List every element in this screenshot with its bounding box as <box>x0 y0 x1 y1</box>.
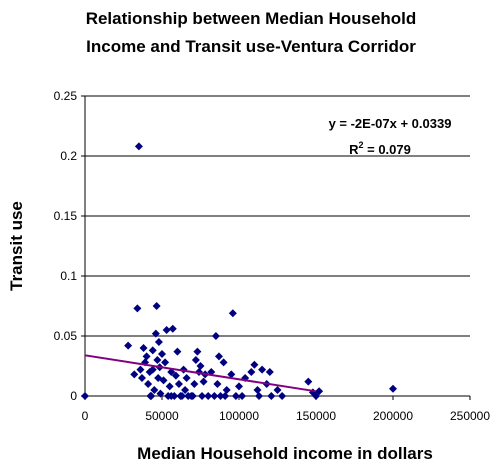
data-point-37 <box>182 374 191 382</box>
data-point-2 <box>130 370 139 379</box>
r-squared-value: = 0.079 <box>364 142 411 157</box>
data-point-21 <box>156 389 165 398</box>
data-point-0 <box>81 392 89 400</box>
data-point-42 <box>193 347 202 356</box>
chart-title-line-1: Relationship between Median Household <box>86 9 417 28</box>
data-point-77 <box>315 387 324 396</box>
data-points <box>81 142 397 400</box>
data-point-48 <box>204 392 213 400</box>
data-point-79 <box>146 392 155 400</box>
y-axis-title: Transit use <box>7 201 26 291</box>
data-point-78 <box>389 384 397 393</box>
data-point-56 <box>221 392 230 400</box>
x-tick-label-5: 250000 <box>450 409 490 423</box>
data-point-61 <box>235 382 243 391</box>
data-point-60 <box>231 392 240 400</box>
data-point-22 <box>158 350 166 358</box>
data-point-33 <box>174 380 183 388</box>
data-point-4 <box>134 142 143 151</box>
data-point-23 <box>159 376 168 385</box>
y-tick-label-4: 0.2 <box>60 149 77 163</box>
data-point-31 <box>171 371 180 380</box>
data-point-14 <box>150 386 159 394</box>
chart-title-line-2: Income and Transit use-Ventura Corridor <box>86 37 416 56</box>
data-point-72 <box>273 386 282 394</box>
data-point-55 <box>219 358 228 367</box>
data-point-27 <box>165 382 174 391</box>
plot-area <box>85 96 470 396</box>
y-tick-label-0: 0 <box>70 389 77 403</box>
data-point-29 <box>168 324 177 333</box>
data-point-50 <box>210 392 219 400</box>
data-point-74 <box>304 377 313 386</box>
data-point-66 <box>253 386 262 394</box>
data-point-65 <box>250 360 259 369</box>
y-tick-labels: 0 0.05 0.1 0.15 0.2 0.25 <box>54 89 78 403</box>
data-point-58 <box>227 370 236 379</box>
r-squared-exponent: 2 <box>359 140 364 150</box>
data-point-3 <box>133 304 142 313</box>
data-point-71 <box>267 392 276 400</box>
data-point-59 <box>228 309 237 318</box>
data-point-41 <box>191 356 200 364</box>
trendline-group <box>84 354 317 393</box>
data-point-81 <box>178 392 187 400</box>
data-point-67 <box>255 392 264 400</box>
x-tick-label-2: 100000 <box>219 409 259 423</box>
data-point-5 <box>136 365 145 374</box>
data-point-57 <box>222 386 231 394</box>
data-point-83 <box>148 365 157 374</box>
trendline <box>84 354 317 393</box>
data-point-17 <box>153 356 162 364</box>
data-point-70 <box>265 368 274 376</box>
data-point-7 <box>139 344 148 352</box>
x-axis-title: Median Household income in dollars <box>137 444 433 463</box>
trendline-equation: y = -2E-07x + 0.0339 <box>329 116 452 131</box>
grid-lines <box>81 95 471 400</box>
data-point-36 <box>181 386 190 394</box>
data-point-82 <box>188 392 197 400</box>
r-squared-prefix: R <box>349 142 359 157</box>
data-point-64 <box>247 368 256 376</box>
data-point-16 <box>152 302 161 310</box>
data-point-1 <box>124 341 133 350</box>
data-point-32 <box>173 347 182 356</box>
data-point-9 <box>142 352 151 361</box>
data-point-13 <box>148 346 157 355</box>
data-point-80 <box>167 392 176 400</box>
data-point-46 <box>199 377 208 386</box>
data-point-73 <box>278 392 287 400</box>
data-point-24 <box>161 358 170 367</box>
x-tick-label-4: 200000 <box>373 409 413 423</box>
data-point-52 <box>213 380 222 388</box>
r-squared-label: R2 = 0.079 <box>349 140 411 157</box>
x-tick-label-3: 150000 <box>296 409 336 423</box>
x-tick-labels: 0 50000 100000 150000 200000 250000 <box>82 409 491 423</box>
data-point-54 <box>216 392 225 400</box>
data-point-51 <box>211 332 220 340</box>
x-tick-label-1: 50000 <box>145 409 179 423</box>
data-point-40 <box>190 380 199 388</box>
data-point-15 <box>151 329 160 338</box>
data-point-6 <box>137 374 146 382</box>
y-tick-label-1: 0.05 <box>54 329 78 343</box>
data-point-45 <box>198 392 207 400</box>
y-tick-label-5: 0.25 <box>54 89 78 103</box>
y-tick-label-3: 0.15 <box>54 209 78 223</box>
data-point-68 <box>258 365 267 374</box>
data-point-53 <box>214 352 223 361</box>
data-point-25 <box>162 326 171 334</box>
data-point-62 <box>238 392 247 400</box>
y-tick-label-2: 0.1 <box>60 269 77 283</box>
data-point-10 <box>144 380 153 388</box>
x-tick-label-0: 0 <box>82 409 89 423</box>
data-point-44 <box>196 362 205 370</box>
data-point-19 <box>154 338 163 346</box>
